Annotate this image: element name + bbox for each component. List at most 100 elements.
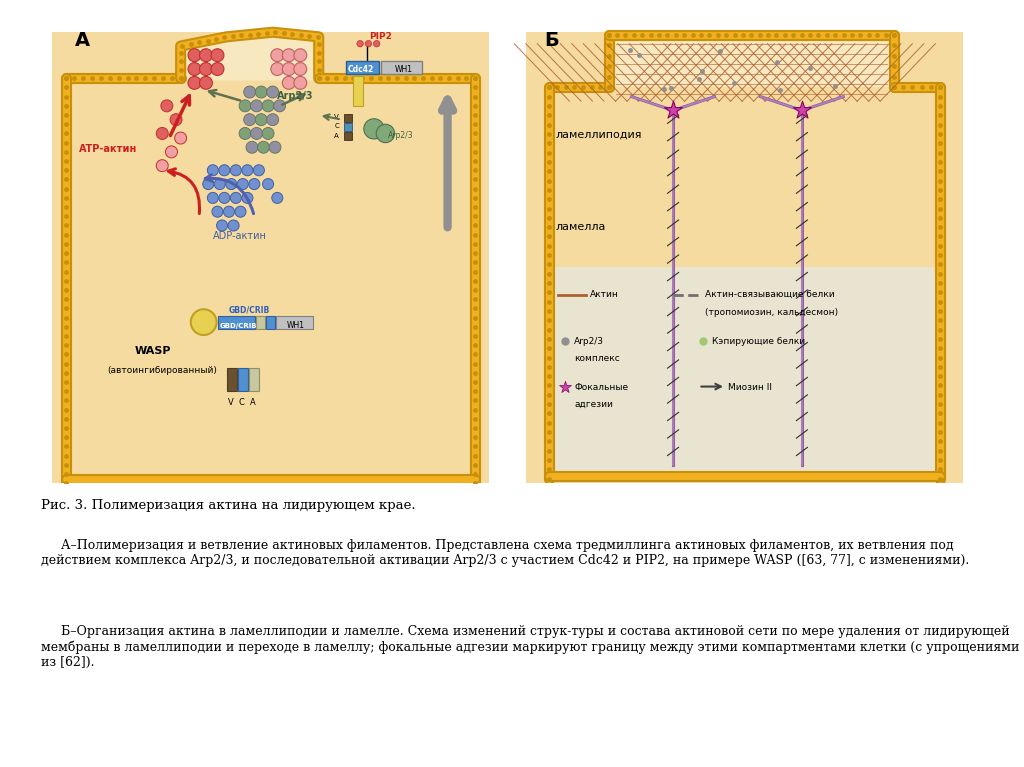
Point bbox=[557, 380, 573, 393]
Bar bbox=[256, 316, 265, 329]
Circle shape bbox=[271, 49, 284, 61]
Bar bbox=[353, 76, 364, 106]
Circle shape bbox=[188, 63, 201, 75]
Circle shape bbox=[269, 141, 281, 153]
Text: Кэпирующие белки: Кэпирующие белки bbox=[712, 337, 805, 346]
Text: комплекс: комплекс bbox=[574, 354, 620, 364]
Text: Фокальные: Фокальные bbox=[574, 384, 629, 392]
Circle shape bbox=[283, 63, 295, 75]
Circle shape bbox=[203, 179, 214, 189]
Bar bbox=[249, 368, 259, 391]
Circle shape bbox=[166, 146, 177, 158]
Circle shape bbox=[242, 165, 253, 176]
Text: Arp2/3: Arp2/3 bbox=[574, 337, 604, 346]
Text: WH1: WH1 bbox=[287, 321, 304, 330]
Circle shape bbox=[357, 41, 364, 47]
Circle shape bbox=[294, 49, 307, 61]
Text: Рис. 3. Полимеризация актина на лидирующем крае.: Рис. 3. Полимеризация актина на лидирующ… bbox=[41, 499, 416, 512]
Circle shape bbox=[219, 165, 230, 176]
Text: V: V bbox=[335, 114, 339, 120]
Circle shape bbox=[219, 193, 230, 203]
Text: Актин: Актин bbox=[590, 290, 620, 299]
Text: ламелла: ламелла bbox=[556, 222, 606, 232]
Circle shape bbox=[211, 49, 224, 61]
Bar bbox=[266, 316, 275, 329]
Circle shape bbox=[214, 179, 225, 189]
Point bbox=[794, 104, 810, 117]
Bar bbox=[344, 123, 352, 131]
Circle shape bbox=[190, 309, 216, 335]
Circle shape bbox=[225, 179, 237, 189]
Circle shape bbox=[262, 127, 274, 140]
Text: C: C bbox=[335, 123, 339, 130]
Circle shape bbox=[262, 179, 273, 189]
Circle shape bbox=[170, 114, 182, 126]
Circle shape bbox=[249, 179, 260, 189]
Bar bbox=[226, 368, 237, 391]
Circle shape bbox=[273, 100, 286, 112]
Text: А: А bbox=[75, 31, 90, 50]
Circle shape bbox=[188, 77, 201, 89]
Circle shape bbox=[251, 100, 262, 112]
Text: ламеллиподия: ламеллиподия bbox=[556, 130, 642, 140]
Text: A: A bbox=[250, 398, 255, 407]
Circle shape bbox=[266, 86, 279, 98]
Circle shape bbox=[242, 193, 253, 203]
Text: Arp2/3: Arp2/3 bbox=[278, 91, 313, 101]
Bar bbox=[344, 132, 352, 140]
Circle shape bbox=[374, 41, 380, 47]
Text: А–Полимеризация и ветвление актиновых филаментов. Представлена схема тредмиллинг: А–Полимеризация и ветвление актиновых фи… bbox=[41, 539, 969, 568]
Text: Актин-связывающие белки: Актин-связывающие белки bbox=[706, 290, 835, 299]
Circle shape bbox=[257, 141, 269, 153]
Text: адгезии: адгезии bbox=[574, 400, 613, 410]
Text: ADP-актин: ADP-актин bbox=[213, 232, 266, 242]
Circle shape bbox=[271, 193, 283, 203]
Text: WH1: WH1 bbox=[394, 65, 413, 74]
Polygon shape bbox=[183, 36, 316, 81]
Circle shape bbox=[366, 41, 372, 47]
Circle shape bbox=[262, 100, 274, 112]
Text: Миозин II: Миозин II bbox=[728, 384, 772, 392]
Bar bbox=[344, 114, 352, 122]
Text: V: V bbox=[227, 398, 233, 407]
Circle shape bbox=[216, 220, 227, 231]
Circle shape bbox=[255, 86, 267, 98]
Circle shape bbox=[238, 179, 248, 189]
Circle shape bbox=[239, 100, 251, 112]
Text: C: C bbox=[239, 398, 245, 407]
Text: Б–Организация актина в ламеллиподии и ламелле. Схема изменений струк-туры и сост: Б–Организация актина в ламеллиподии и ла… bbox=[41, 625, 1019, 669]
Circle shape bbox=[207, 165, 218, 176]
Circle shape bbox=[364, 119, 384, 139]
Circle shape bbox=[211, 63, 224, 75]
Text: Cdc42: Cdc42 bbox=[348, 65, 374, 74]
Text: (тропомиозин, кальдесмон): (тропомиозин, кальдесмон) bbox=[706, 308, 839, 318]
Circle shape bbox=[228, 220, 239, 231]
Bar bbox=[52, 32, 489, 483]
Circle shape bbox=[234, 206, 246, 217]
Circle shape bbox=[207, 193, 218, 203]
Text: GBD/CRIB: GBD/CRIB bbox=[229, 306, 270, 315]
Circle shape bbox=[223, 206, 234, 217]
Bar bbox=[525, 32, 963, 483]
Circle shape bbox=[246, 141, 258, 153]
Circle shape bbox=[283, 49, 295, 61]
Point bbox=[665, 104, 681, 117]
Bar bbox=[276, 316, 313, 329]
Circle shape bbox=[251, 127, 262, 140]
Text: A: A bbox=[335, 133, 339, 139]
Text: WASP: WASP bbox=[134, 347, 171, 357]
Circle shape bbox=[230, 193, 242, 203]
Circle shape bbox=[200, 63, 212, 75]
Circle shape bbox=[157, 127, 168, 140]
FancyArrowPatch shape bbox=[205, 175, 254, 214]
Bar bbox=[552, 267, 937, 474]
Text: (автоингибированный): (автоингибированный) bbox=[108, 366, 217, 375]
Circle shape bbox=[161, 100, 173, 112]
Bar bbox=[612, 35, 891, 87]
Text: PIP2: PIP2 bbox=[370, 32, 392, 41]
Circle shape bbox=[253, 165, 264, 176]
Circle shape bbox=[239, 127, 251, 140]
Circle shape bbox=[244, 86, 256, 98]
Circle shape bbox=[283, 77, 295, 89]
Text: Arp2/3: Arp2/3 bbox=[388, 131, 414, 140]
